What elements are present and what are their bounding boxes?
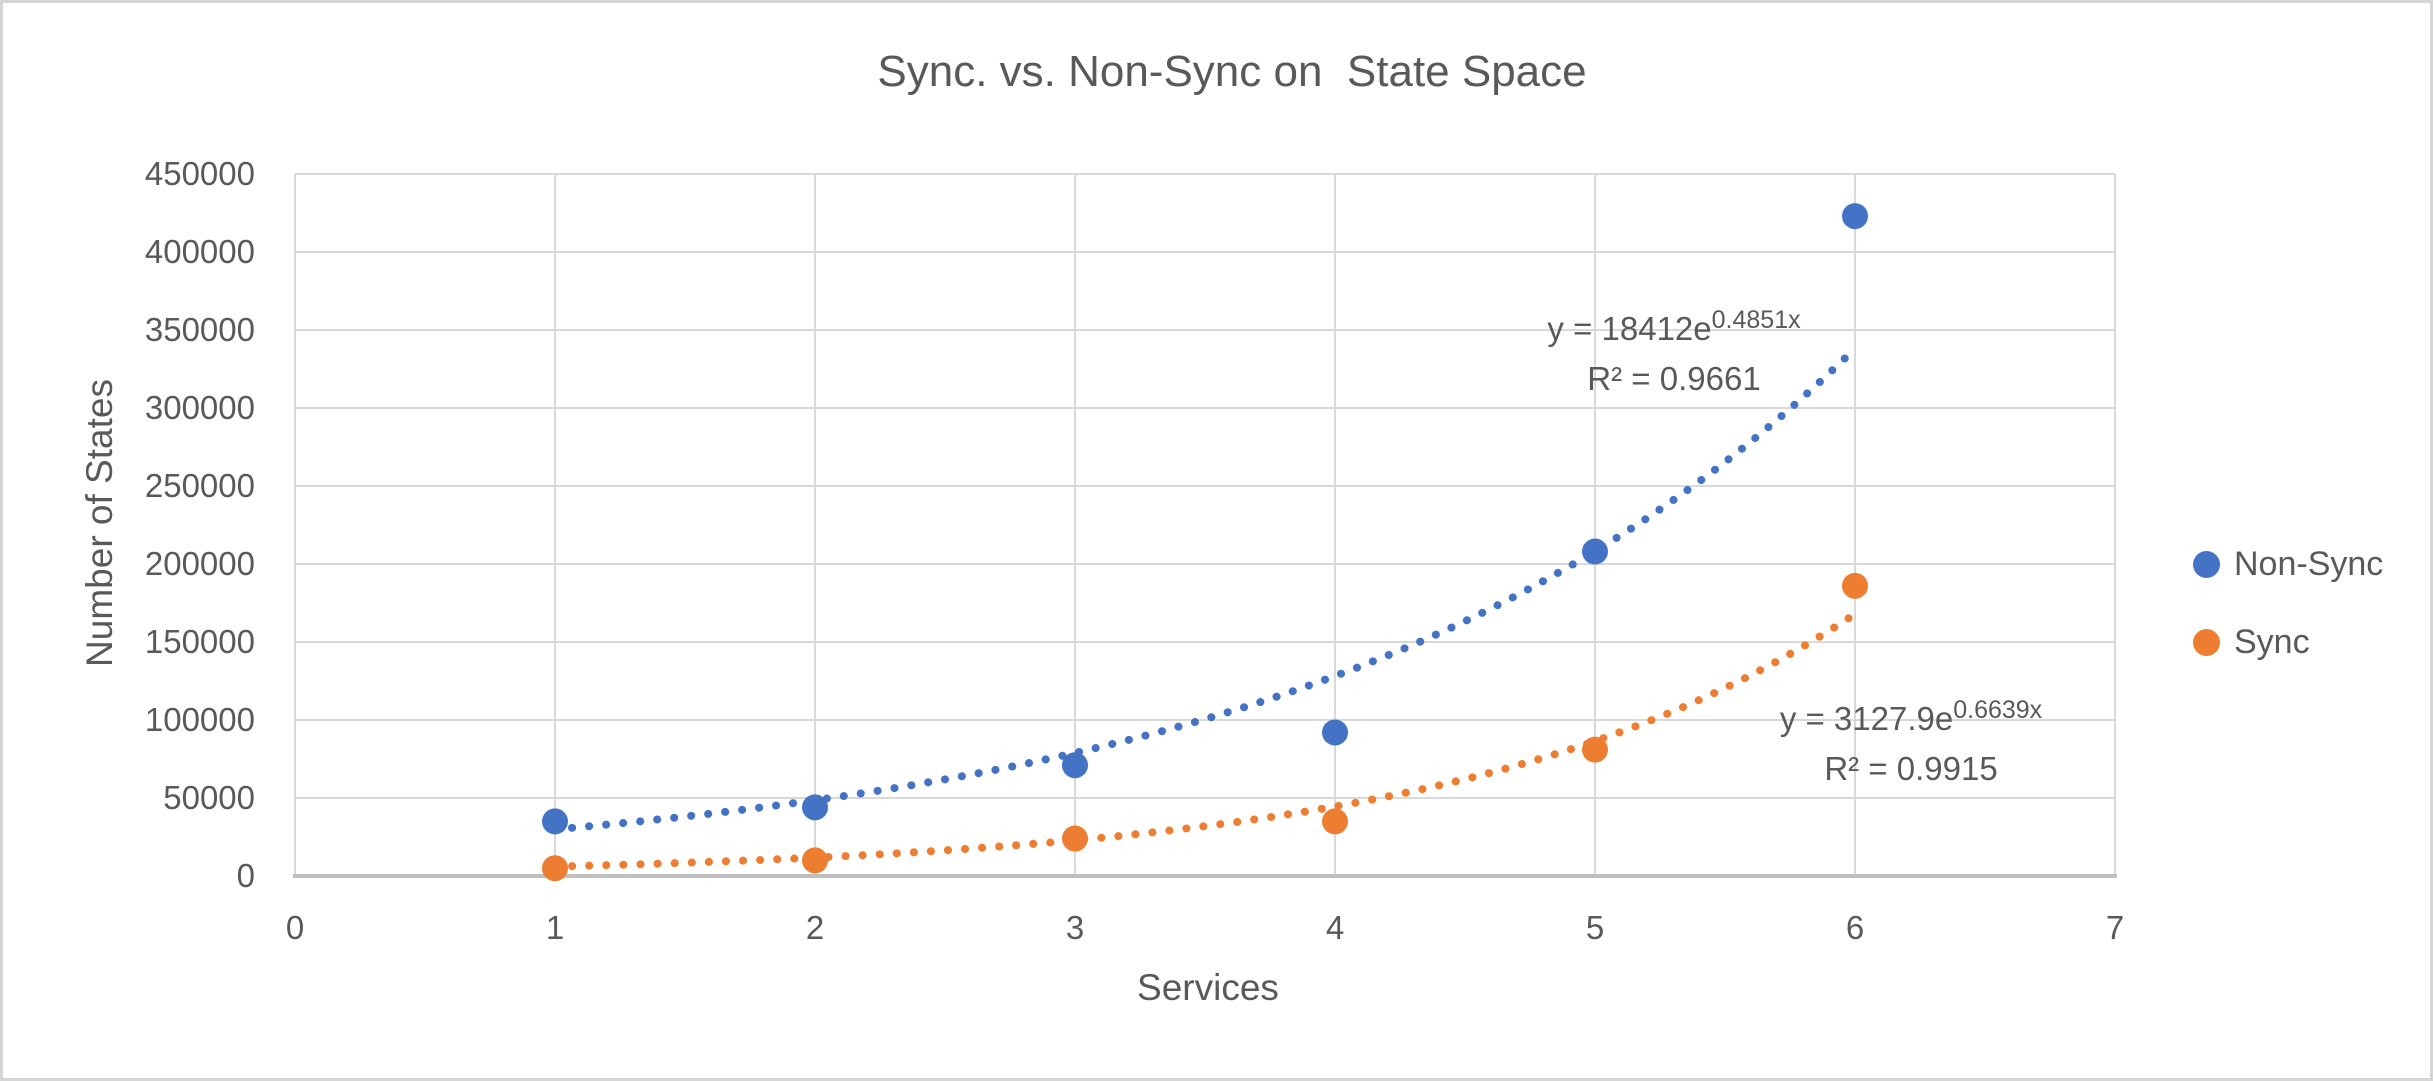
trendline-equation-line: y = 3127.9e0.6639x (1780, 685, 2042, 744)
point-non-sync-3 (1062, 752, 1088, 779)
x-tick-label-2: 2 (805, 909, 825, 946)
y-tick-label-200000: 200000 (144, 545, 255, 582)
point-non-sync-4 (1322, 719, 1348, 746)
trendline-r2-line: R² = 0.9661 (1587, 360, 1761, 397)
y-tick-label-150000: 150000 (144, 623, 255, 660)
plot-area (293, 173, 2117, 882)
x-tick-label-3: 3 (1065, 909, 1085, 946)
chart-title: Sync. vs. Non-Sync on State Space (877, 47, 1587, 96)
legend: Non-Sync Sync (2193, 541, 2383, 697)
point-non-sync-6 (1842, 203, 1868, 230)
trendline-equation-line: y = 18412e0.4851x (1547, 295, 1800, 354)
point-non-sync-1 (542, 808, 568, 835)
x-axis-title: Services (1137, 967, 1279, 1008)
point-sync-3 (1062, 825, 1088, 852)
trendline-equation-non-sync: y = 18412e0.4851x R² = 0.9661 (1547, 295, 1800, 404)
legend-item-sync: Sync (2193, 619, 2383, 665)
y-tick-label-100000: 100000 (144, 701, 255, 738)
trendline-equation-sync: y = 3127.9e0.6639x R² = 0.9915 (1780, 685, 2042, 794)
equation-base: y = 18412e (1547, 310, 1712, 347)
equation-base: y = 3127.9e (1779, 700, 1954, 737)
legend-marker-sync-icon (2193, 628, 2220, 656)
point-non-sync-2 (802, 794, 828, 821)
x-tick-label-6: 6 (1845, 909, 1865, 946)
point-sync-4 (1322, 808, 1348, 835)
gridlines (294, 173, 2116, 876)
y-tick-label-400000: 400000 (144, 233, 255, 270)
point-sync-6 (1842, 572, 1868, 599)
trendline-sync (551, 610, 1859, 871)
x-tick-label-0: 0 (285, 909, 305, 946)
point-non-sync-5 (1582, 538, 1608, 565)
y-tick-label-0: 0 (236, 857, 255, 894)
legend-item-non-sync: Non-Sync (2193, 541, 2383, 587)
point-sync-5 (1582, 736, 1608, 763)
y-tick-label-50000: 50000 (163, 779, 255, 816)
y-tick-label-350000: 350000 (144, 311, 255, 348)
equation-exponent: 0.6639x (1953, 696, 2043, 724)
y-tick-label-250000: 250000 (144, 467, 255, 504)
legend-marker-non-sync-icon (2193, 550, 2220, 578)
x-tick-label-5: 5 (1585, 909, 1605, 946)
legend-label-sync: Sync (2234, 622, 2310, 661)
point-sync-1 (542, 855, 568, 882)
x-tick-label-1: 1 (545, 909, 565, 946)
x-tick-label-4: 4 (1325, 909, 1345, 946)
trendline-r2-line: R² = 0.9915 (1824, 750, 1998, 787)
point-sync-2 (802, 847, 828, 874)
y-tick-label-450000: 450000 (144, 155, 255, 192)
x-tick-label-7: 7 (2105, 909, 2125, 946)
equation-exponent: 0.4851x (1711, 306, 1801, 334)
y-tick-label-300000: 300000 (144, 389, 255, 426)
trendline-non-sync (551, 344, 1859, 834)
legend-label-non-sync: Non-Sync (2234, 544, 2384, 583)
